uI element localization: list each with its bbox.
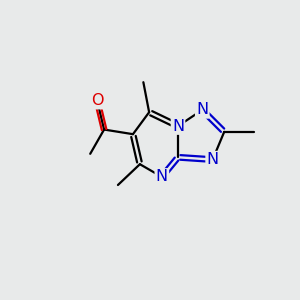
Text: N: N: [156, 169, 168, 184]
Text: O: O: [91, 93, 103, 108]
Text: N: N: [172, 118, 184, 134]
Text: N: N: [196, 102, 208, 117]
Text: N: N: [207, 152, 219, 167]
